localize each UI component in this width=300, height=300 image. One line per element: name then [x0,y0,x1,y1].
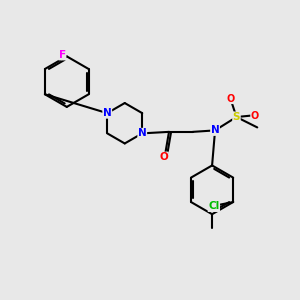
Text: N: N [103,108,112,118]
Text: F: F [59,50,66,60]
Text: O: O [160,152,168,162]
Text: Cl: Cl [208,202,220,212]
Text: S: S [233,112,240,122]
Text: N: N [211,125,219,135]
Text: O: O [251,110,259,121]
Text: O: O [227,94,235,103]
Text: N: N [138,128,147,138]
